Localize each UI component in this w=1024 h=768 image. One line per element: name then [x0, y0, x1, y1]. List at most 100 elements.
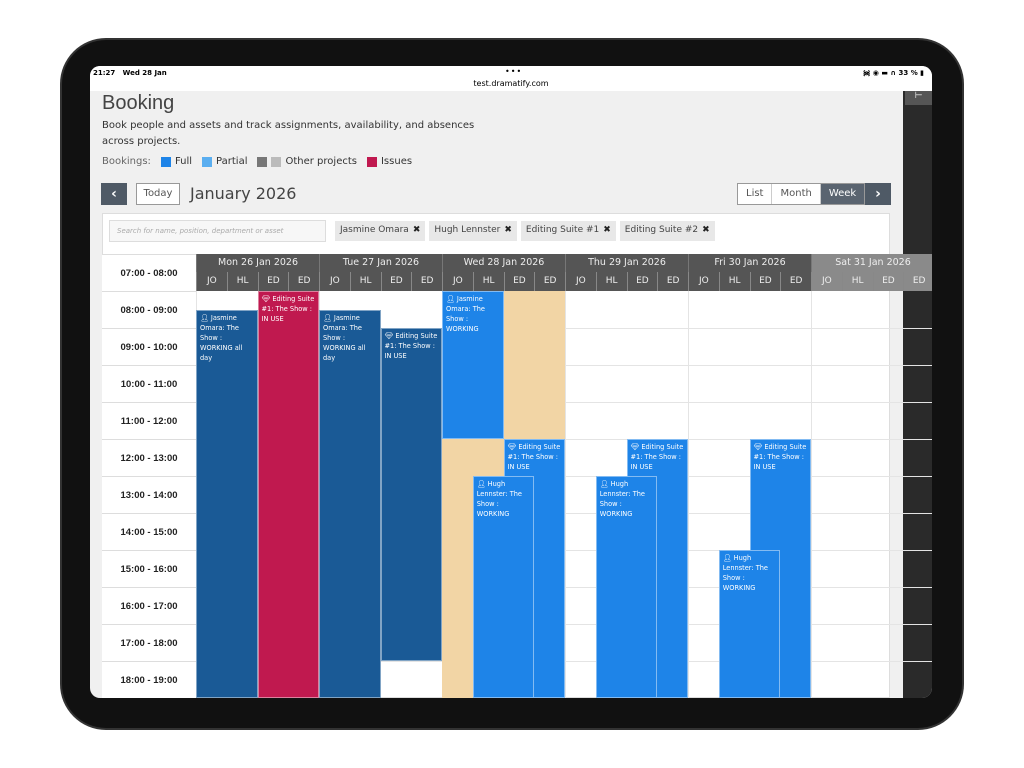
resource-column-header[interactable]: JO	[811, 272, 842, 291]
legend-swatch	[160, 156, 171, 167]
resource-column-header[interactable]: ED	[257, 272, 289, 291]
event-text: Jasmine Omara: The Show : WORKING	[446, 295, 485, 333]
time-slot-label: 07:00 - 08:00	[102, 254, 196, 291]
previous-week-button[interactable]: ‹	[101, 183, 127, 205]
time-slot-label: 14:00 - 15:00	[102, 513, 196, 550]
booking-event[interactable]: 💎︎ Editing Suite #1: The Show : IN USE	[257, 291, 319, 698]
resource-column-header[interactable]: HL	[595, 272, 627, 291]
grid-day-line	[565, 291, 566, 698]
filter-chip: Hugh Lennster ✖	[429, 221, 517, 241]
event-text: Editing Suite #1: The Show : IN USE	[753, 443, 807, 471]
event-text: Editing Suite #1: The Show : IN USE	[630, 443, 684, 471]
person-icon: 👤︎	[323, 313, 332, 322]
time-slot-label: 08:00 - 09:00	[102, 291, 196, 328]
filter-chip-label: Jasmine Omara	[340, 225, 409, 235]
resource-column-header[interactable]: ED	[411, 272, 442, 291]
time-slot-label: 12:00 - 13:00	[102, 439, 196, 476]
day-header[interactable]: Thu 29 Jan 2026	[565, 254, 688, 272]
legend-swatch	[366, 156, 377, 167]
booking-event[interactable]: 👤︎ Jasmine Omara: The Show : WORKING all …	[196, 309, 258, 698]
resource-column-header[interactable]: ED	[503, 272, 535, 291]
day-header[interactable]: Fri 30 Jan 2026	[688, 254, 811, 272]
day-header[interactable]: Sat 31 Jan 2026	[811, 254, 932, 272]
today-button[interactable]: Today	[136, 183, 180, 205]
remove-filter-icon[interactable]: ✖	[412, 225, 421, 235]
diamond-icon: 💎︎	[261, 295, 271, 303]
booking-event[interactable]: 💎︎ Editing Suite #1: The Show : IN USE	[380, 328, 442, 661]
remove-filter-icon[interactable]: ✖	[504, 225, 512, 235]
resource-column-header[interactable]: HL	[718, 272, 750, 291]
event-text: Editing Suite #1: The Show : IN USE	[384, 332, 438, 360]
filter-chips: Jasmine Omara ✖ Hugh Lennster ✖ Editing Suit…	[335, 221, 715, 241]
next-week-button[interactable]: ›	[865, 183, 891, 205]
page-title: Booking	[102, 92, 175, 114]
side-panel: ⊢	[903, 91, 932, 698]
remove-filter-icon[interactable]: ✖	[702, 225, 710, 235]
browser-menu-dots[interactable]: •••	[505, 67, 523, 76]
day-header[interactable]: Tue 27 Jan 2026	[319, 254, 442, 272]
resource-column-header[interactable]: ED	[780, 272, 811, 291]
resource-column-header[interactable]: ED	[749, 272, 781, 291]
day-header[interactable]: Mon 26 Jan 2026	[196, 254, 319, 272]
resource-column-header[interactable]: ED	[288, 272, 319, 291]
view-list-button[interactable]: List	[738, 184, 773, 204]
screen: 21:27 Wed 28 Jan ••• test.dramatify.com …	[90, 66, 932, 698]
resource-column-header[interactable]: HL	[349, 272, 381, 291]
resource-column-header[interactable]: JO	[196, 272, 227, 291]
legend-swatch	[271, 156, 282, 167]
legend-item-label: Other projects	[285, 156, 357, 167]
view-month-button[interactable]: Month	[772, 184, 821, 204]
bookings-legend: Bookings: Full Partial Other projects Issue…	[102, 156, 412, 167]
resource-column-header[interactable]: HL	[226, 272, 258, 291]
event-text: Jasmine Omara: The Show : WORKING all da…	[323, 313, 366, 362]
event-text: Editing Suite #1: The Show : IN USE	[507, 443, 561, 471]
time-slot-label: 13:00 - 14:00	[102, 476, 196, 513]
time-slot-label: 10:00 - 11:00	[102, 365, 196, 402]
resource-column-header[interactable]: ED	[903, 272, 932, 291]
legend-item-label: Issues	[380, 156, 413, 167]
status-time: 21:27 Wed 28 Jan	[93, 69, 167, 77]
view-switcher: List Month Week	[737, 183, 866, 205]
month-title: January 2026	[190, 184, 297, 203]
resource-column-header[interactable]: HL	[841, 272, 873, 291]
resource-column-header[interactable]: JO	[565, 272, 596, 291]
view-week-button[interactable]: Week	[820, 184, 865, 204]
resource-column-header[interactable]: ED	[657, 272, 688, 291]
filter-chip: Editing Suite #1 ✖	[520, 221, 616, 241]
day-header[interactable]: Wed 28 Jan 2026	[442, 254, 565, 272]
booking-event[interactable]: 👤︎ Hugh Lennster: The Show : WORKING	[595, 476, 658, 698]
remove-filter-icon[interactable]: ✖	[603, 225, 611, 235]
url-label[interactable]: test.dramatify.com	[473, 79, 549, 88]
collapse-panel-icon[interactable]: ⊢	[905, 91, 932, 105]
resource-column-header[interactable]: ED	[534, 272, 565, 291]
legend-label: Bookings:	[102, 156, 151, 167]
booking-event[interactable]: 👤︎ Jasmine Omara: The Show : WORKING all …	[319, 309, 381, 698]
legend-item-label: Full	[174, 156, 193, 167]
status-bar: 21:27 Wed 28 Jan ••• test.dramatify.com …	[90, 66, 932, 91]
grid-day-line	[811, 291, 812, 698]
booking-event[interactable]: 👤︎ Hugh Lennster: The Show : WORKING	[472, 476, 535, 698]
time-slot-label: 15:00 - 16:00	[102, 550, 196, 587]
person-icon: 👤︎	[200, 313, 209, 322]
resource-column-header[interactable]: ED	[626, 272, 658, 291]
resource-column-header[interactable]: HL	[472, 272, 504, 291]
booking-event[interactable]: 👤︎ Jasmine Omara: The Show : WORKING	[442, 291, 504, 439]
booking-event[interactable]: 👤︎ Hugh Lennster: The Show : WORKING	[718, 550, 781, 698]
time-slot-label: 18:00 - 19:00	[102, 661, 196, 698]
booking-event[interactable]: 💎︎ Editing Suite #1: The Show : IN USE	[749, 439, 811, 698]
diamond-icon: 💎︎	[753, 443, 763, 451]
person-icon: 👤︎	[446, 295, 455, 303]
status-icons: ᯼ ◉ ▬ ∩ 33 % ▮	[862, 69, 924, 77]
person-icon: 👤︎	[599, 480, 609, 488]
resource-column-header[interactable]: JO	[688, 272, 719, 291]
event-text: Hugh Lennster: The Show : WORKING	[722, 554, 768, 592]
resource-column-header[interactable]: JO	[442, 272, 473, 291]
search-input[interactable]: Search for name, position, department or…	[109, 220, 326, 242]
event-text: Hugh Lennster: The Show : WORKING	[476, 480, 522, 518]
resource-column-header[interactable]: ED	[380, 272, 412, 291]
resource-column-header[interactable]: JO	[319, 272, 350, 291]
resource-column-header[interactable]: ED	[872, 272, 904, 291]
page-description: Book people and assets and track assignm…	[102, 120, 475, 147]
legend-swatch	[202, 156, 213, 167]
time-slot-label: 09:00 - 10:00	[102, 328, 196, 365]
